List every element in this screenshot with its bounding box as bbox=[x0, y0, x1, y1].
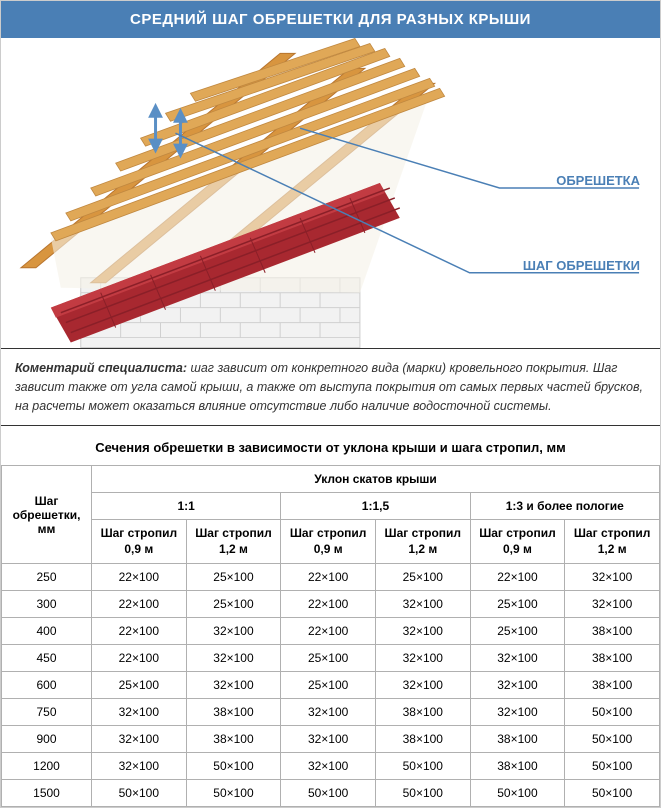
row-step: 250 bbox=[2, 564, 92, 591]
table-cell: 25×100 bbox=[281, 672, 376, 699]
table-cell: 38×100 bbox=[470, 753, 565, 780]
table-row: 150050×10050×10050×10050×10050×10050×100 bbox=[2, 780, 660, 807]
table-cell: 50×100 bbox=[186, 753, 281, 780]
table-cell: 32×100 bbox=[375, 672, 470, 699]
table-cell: 32×100 bbox=[470, 645, 565, 672]
table-cell: 25×100 bbox=[470, 591, 565, 618]
slope-group: 1:1 bbox=[92, 493, 281, 520]
table-cell: 32×100 bbox=[470, 699, 565, 726]
table-cell: 50×100 bbox=[375, 780, 470, 807]
table-cell: 22×100 bbox=[92, 645, 187, 672]
label-shag: ШАГ ОБРЕШЕТКИ bbox=[523, 258, 640, 273]
row-step: 900 bbox=[2, 726, 92, 753]
table-cell: 50×100 bbox=[92, 780, 187, 807]
main-header: СРЕДНИЙ ШАГ ОБРЕШЕТКИ ДЛЯ РАЗНЫХ КРЫШИ bbox=[1, 1, 660, 38]
infographic-container: СРЕДНИЙ ШАГ ОБРЕШЕТКИ ДЛЯ РАЗНЫХ КРЫШИ bbox=[0, 0, 661, 808]
table-cell: 22×100 bbox=[92, 618, 187, 645]
sub-header: Шаг стро­пил 1,2 м bbox=[375, 520, 470, 564]
table-cell: 32×100 bbox=[281, 699, 376, 726]
table-cell: 50×100 bbox=[375, 753, 470, 780]
row-step: 600 bbox=[2, 672, 92, 699]
table-cell: 32×100 bbox=[281, 753, 376, 780]
table-cell: 38×100 bbox=[186, 726, 281, 753]
sub-header: Шаг стро­пил 0,9 м bbox=[92, 520, 187, 564]
table-cell: 32×100 bbox=[92, 753, 187, 780]
commentary-prefix: Коментарий специалиста: bbox=[15, 361, 187, 375]
sub-headers-row: Шаг стро­пил 0,9 м Шаг стро­пил 1,2 м Ша… bbox=[2, 520, 660, 564]
table-cell: 50×100 bbox=[470, 780, 565, 807]
roof-diagram: ОБРЕШЕТКА ШАГ ОБРЕШЕТКИ bbox=[1, 38, 660, 348]
slope-groups-row: 1:1 1:1,5 1:3 и более пологие bbox=[2, 493, 660, 520]
table-cell: 22×100 bbox=[92, 564, 187, 591]
table-cell: 38×100 bbox=[565, 645, 660, 672]
row-step: 750 bbox=[2, 699, 92, 726]
table-cell: 50×100 bbox=[565, 699, 660, 726]
table-cell: 32×100 bbox=[565, 591, 660, 618]
slope-group: 1:1,5 bbox=[281, 493, 470, 520]
table-cell: 50×100 bbox=[565, 726, 660, 753]
super-header: Уклон скатов крыши bbox=[92, 466, 660, 493]
table-cell: 38×100 bbox=[565, 672, 660, 699]
table-row: 25022×10025×10022×10025×10022×10032×100 bbox=[2, 564, 660, 591]
sub-header: Шаг стро­пил 1,2 м bbox=[186, 520, 281, 564]
sub-header: Шаг стро­пил 0,9 м bbox=[281, 520, 376, 564]
table-cell: 25×100 bbox=[186, 591, 281, 618]
table-cell: 32×100 bbox=[186, 645, 281, 672]
table-row: 120032×10050×10032×10050×10038×10050×100 bbox=[2, 753, 660, 780]
table-cell: 25×100 bbox=[186, 564, 281, 591]
row-step: 400 bbox=[2, 618, 92, 645]
table-cell: 25×100 bbox=[92, 672, 187, 699]
table-cell: 22×100 bbox=[281, 618, 376, 645]
table-row: 40022×10032×10022×10032×10025×10038×100 bbox=[2, 618, 660, 645]
table-cell: 32×100 bbox=[565, 564, 660, 591]
table-cell: 38×100 bbox=[375, 699, 470, 726]
table-cell: 38×100 bbox=[186, 699, 281, 726]
table-cell: 22×100 bbox=[470, 564, 565, 591]
table-row: 45022×10032×10025×10032×10032×10038×100 bbox=[2, 645, 660, 672]
commentary-block: Коментарий специалиста: шаг зависит от к… bbox=[1, 348, 660, 426]
roof-svg bbox=[1, 38, 660, 348]
table-cell: 38×100 bbox=[470, 726, 565, 753]
table-cell: 50×100 bbox=[186, 780, 281, 807]
row-step: 300 bbox=[2, 591, 92, 618]
table-row: 60025×10032×10025×10032×10032×10038×100 bbox=[2, 672, 660, 699]
table-row: 75032×10038×10032×10038×10032×10050×100 bbox=[2, 699, 660, 726]
table-cell: 25×100 bbox=[281, 645, 376, 672]
table-row: 90032×10038×10032×10038×10038×10050×100 bbox=[2, 726, 660, 753]
table-cell: 32×100 bbox=[92, 726, 187, 753]
table-cell: 32×100 bbox=[186, 672, 281, 699]
table-cell: 50×100 bbox=[565, 780, 660, 807]
table-cell: 22×100 bbox=[281, 591, 376, 618]
row-step: 1500 bbox=[2, 780, 92, 807]
sizing-table: Шаг обрешетки, мм Уклон скатов крыши 1:1… bbox=[1, 465, 660, 807]
table-cell: 32×100 bbox=[186, 618, 281, 645]
table-cell: 50×100 bbox=[281, 780, 376, 807]
table-cell: 32×100 bbox=[281, 726, 376, 753]
slope-group: 1:3 и более пологие bbox=[470, 493, 659, 520]
label-obreshetka: ОБРЕШЕТКА bbox=[556, 173, 640, 188]
table-title: Сечения обрешетки в зависимости от уклон… bbox=[1, 426, 660, 465]
table-cell: 22×100 bbox=[281, 564, 376, 591]
sub-header: Шаг стро­пил 0,9 м bbox=[470, 520, 565, 564]
table-cell: 32×100 bbox=[92, 699, 187, 726]
row-header-label: Шаг обрешетки, мм bbox=[2, 466, 92, 564]
row-step: 450 bbox=[2, 645, 92, 672]
table-cell: 32×100 bbox=[375, 645, 470, 672]
table-row: 30022×10025×10022×10032×10025×10032×100 bbox=[2, 591, 660, 618]
sub-header: Шаг стро­пил 1,2 м bbox=[565, 520, 660, 564]
table-cell: 32×100 bbox=[375, 591, 470, 618]
table-cell: 22×100 bbox=[92, 591, 187, 618]
table-cell: 32×100 bbox=[375, 618, 470, 645]
table-cell: 50×100 bbox=[565, 753, 660, 780]
row-step: 1200 bbox=[2, 753, 92, 780]
table-cell: 38×100 bbox=[565, 618, 660, 645]
table-cell: 25×100 bbox=[470, 618, 565, 645]
table-cell: 25×100 bbox=[375, 564, 470, 591]
table-cell: 38×100 bbox=[375, 726, 470, 753]
table-cell: 32×100 bbox=[470, 672, 565, 699]
